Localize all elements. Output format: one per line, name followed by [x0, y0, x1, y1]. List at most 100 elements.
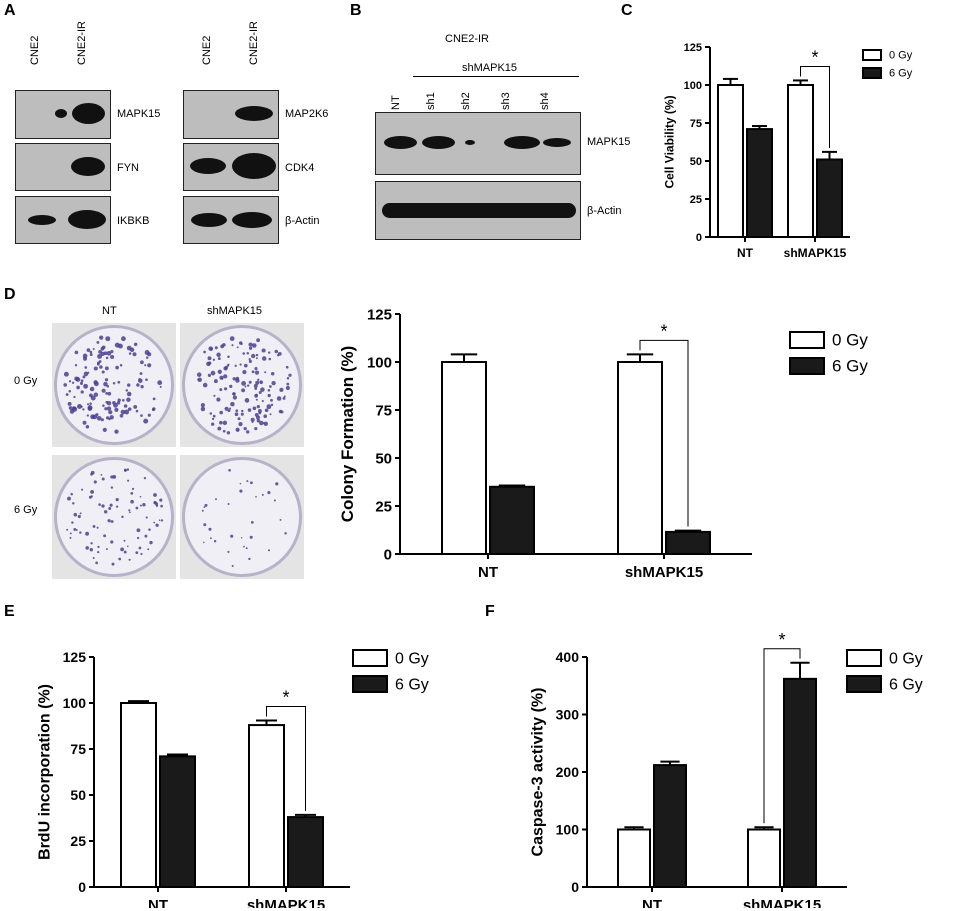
blot-band: [232, 153, 276, 179]
colony-dot: [224, 406, 229, 411]
colony-dot: [232, 392, 236, 396]
colony-dot: [89, 402, 92, 405]
row-label-beta-actin-a: β-Actin: [285, 215, 320, 227]
colony-dot: [239, 363, 242, 366]
colony-dot: [68, 380, 72, 383]
bar: [248, 724, 285, 888]
colony-dot: [92, 556, 95, 560]
panel-c-letter: C: [621, 2, 633, 19]
colony-dot: [108, 507, 112, 510]
colony-dot: [240, 537, 243, 539]
colony-dot: [250, 481, 253, 485]
colony-dot: [96, 526, 99, 529]
colony-dot: [88, 393, 93, 398]
colony-dot: [279, 387, 284, 392]
colony-dot: [203, 350, 206, 354]
colony-dot: [110, 540, 114, 544]
y-tick-label: 0: [696, 232, 702, 244]
colony-dot: [209, 412, 213, 415]
colony-dot: [196, 372, 202, 377]
colony-dot: [238, 422, 243, 427]
y-tick-label: 125: [684, 42, 702, 54]
significance-star: *: [778, 630, 785, 650]
colony-dot: [135, 551, 139, 555]
colony-dot: [255, 398, 258, 401]
colony-dot: [239, 482, 242, 485]
colony-dot: [232, 377, 236, 381]
colony-dot: [288, 373, 292, 377]
colony-dot: [121, 515, 124, 519]
colony-dot: [159, 498, 163, 502]
colony-dot: [255, 415, 261, 420]
colony-dot: [211, 422, 215, 426]
x-tick-label: NT: [478, 564, 498, 581]
colony-dot: [248, 359, 252, 363]
legend-label: 0 Gy: [889, 50, 913, 62]
colony-dot: [249, 535, 253, 539]
colony-dot: [256, 419, 261, 423]
colony-dot: [73, 395, 76, 399]
panel-a-letter: A: [4, 2, 16, 19]
x-tick-label: shMAPK15: [784, 246, 847, 260]
colony-dot: [105, 356, 109, 360]
colony-dot: [144, 534, 148, 538]
colony-dot: [253, 383, 258, 388]
blot-cdk4: [183, 143, 279, 191]
colony-dot: [149, 540, 153, 545]
colony-dot: [250, 521, 254, 524]
colony-dot: [244, 385, 247, 388]
significance-star: *: [282, 687, 289, 707]
colony-dot: [257, 378, 260, 381]
panel-f-letter: F: [485, 603, 495, 620]
colony-dot: [105, 548, 108, 551]
y-axis-label: Cell Viability (%): [662, 95, 676, 188]
colony-dot: [138, 546, 142, 550]
colony-dot: [80, 390, 84, 394]
colony-dot: [95, 561, 98, 565]
colony-dot: [236, 429, 240, 432]
colony-dot: [229, 407, 232, 410]
colony-dot: [211, 417, 215, 421]
colony-dot: [243, 426, 247, 431]
colony-dot: [208, 527, 212, 531]
colony-dot: [234, 412, 239, 417]
y-axis-label: BrdU incorporation (%): [37, 684, 54, 860]
x-tick-label: shMAPK15: [247, 897, 325, 908]
panel-b-letter: B: [350, 2, 362, 19]
colony-dot: [123, 539, 126, 542]
colony-dot: [261, 356, 267, 361]
colony-dot: [255, 353, 259, 357]
colony-dot: [243, 363, 248, 368]
bar: [159, 755, 196, 888]
colony-dot: [242, 352, 245, 355]
colony-dot: [133, 342, 138, 347]
colony-dot: [126, 383, 131, 387]
colony-dot: [240, 342, 243, 346]
y-tick-label: 0: [571, 879, 579, 895]
colony-dot: [274, 349, 279, 354]
colony-dot: [136, 528, 141, 533]
colony-dot: [129, 511, 131, 514]
legend-label: 6 Gy: [832, 357, 868, 376]
colony-dot: [123, 404, 128, 408]
colony-dot: [83, 383, 89, 389]
colony-dot: [97, 545, 100, 549]
colony-dot: [261, 400, 264, 403]
colony-dot: [219, 388, 223, 392]
colony-dot: [85, 531, 90, 536]
colony-dot: [85, 546, 89, 550]
colony-dot: [210, 537, 212, 540]
colony-dot: [140, 552, 143, 556]
colony-dot: [76, 385, 80, 390]
colony-dot: [100, 418, 104, 422]
colony-dot: [264, 408, 269, 413]
colony-dot: [227, 409, 231, 413]
colony-dot: [139, 504, 142, 507]
colony-dot: [107, 391, 112, 396]
colony-dot: [89, 386, 95, 392]
colony-dot: [245, 430, 250, 434]
legend-swatch: [862, 67, 882, 79]
colony-dot: [69, 532, 72, 535]
colony-dot: [247, 384, 250, 387]
colony-dot: [215, 498, 217, 501]
